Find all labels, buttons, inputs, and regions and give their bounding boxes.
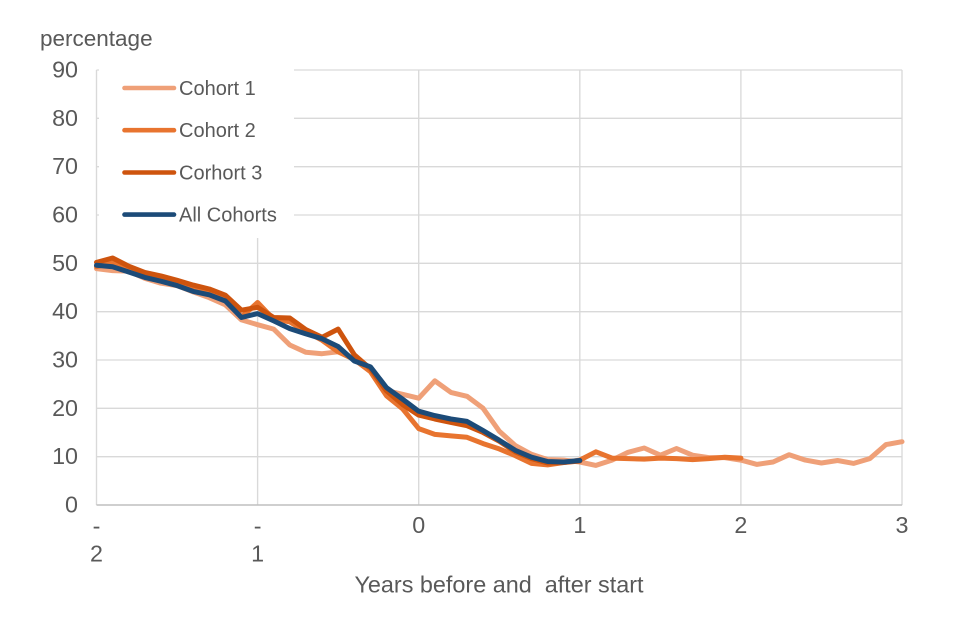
svg-text:-: -	[254, 513, 262, 539]
svg-text:40: 40	[52, 298, 78, 324]
svg-text:Corhort 3: Corhort 3	[179, 163, 262, 185]
svg-text:0: 0	[412, 512, 425, 538]
svg-text:percentage: percentage	[40, 26, 153, 51]
svg-text:1: 1	[251, 541, 264, 567]
svg-text:1: 1	[573, 512, 586, 538]
svg-text:Cohort 2: Cohort 2	[179, 120, 256, 142]
svg-text:90: 90	[52, 57, 78, 83]
svg-text:-: -	[93, 513, 101, 539]
svg-text:3: 3	[896, 512, 909, 538]
svg-text:2: 2	[734, 512, 747, 538]
svg-text:30: 30	[52, 347, 78, 373]
svg-text:80: 80	[52, 105, 78, 131]
svg-text:50: 50	[52, 250, 78, 276]
svg-text:20: 20	[52, 395, 78, 421]
svg-text:Years before and after start: Years before and after start	[354, 572, 644, 598]
svg-text:Cohort 1: Cohort 1	[179, 78, 256, 100]
svg-text:2: 2	[90, 541, 103, 567]
svg-text:60: 60	[52, 202, 78, 228]
svg-text:70: 70	[52, 153, 78, 179]
svg-text:10: 10	[52, 443, 78, 469]
svg-text:0: 0	[65, 492, 78, 518]
svg-text:All Cohorts: All Cohorts	[179, 205, 277, 227]
